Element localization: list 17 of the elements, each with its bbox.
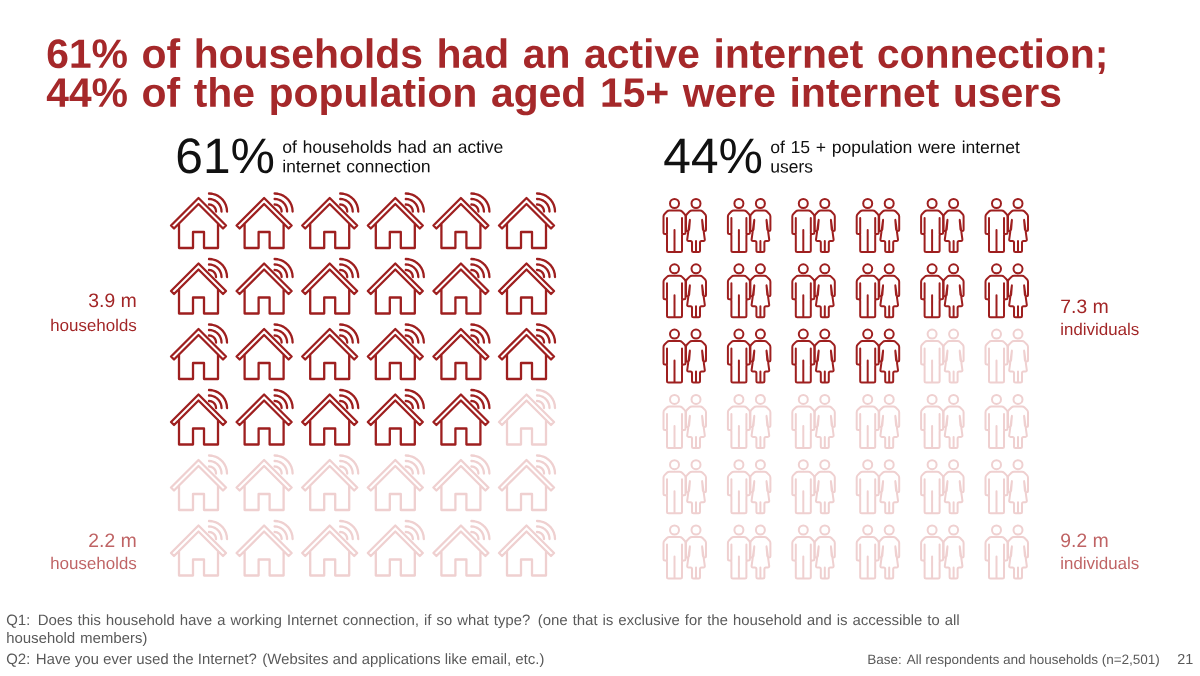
text: 21 — [1177, 653, 1193, 664]
text: of 15 + population were internet users — [771, 140, 1020, 173]
data-label: 9.2 m — [1061, 533, 1108, 548]
data-label: 2.2 m — [89, 533, 136, 547]
text: of households had an active internet connection — [283, 140, 503, 173]
category-label: households — [51, 556, 137, 570]
text: 44% — [664, 138, 762, 174]
text: Base: All respondents and households (n=2,501) — [868, 654, 1159, 667]
data-label: 7.3 m — [1061, 299, 1108, 314]
text: 61% of households had an active internet connection; 44% of the population aged 15+ were internet users — [46, 38, 1105, 116]
category-label: individuals — [1061, 556, 1139, 570]
text: Q2: Have you ever used the Internet? (Websites and applications like email, etc.) — [6, 653, 544, 668]
data-label: 3.9 m — [88, 293, 136, 308]
category-label: individuals — [1061, 322, 1139, 336]
text: Q1: Does this household have a working Internet connection, if so what type? (one that is exclusive for the household and is accessible to all household members) — [6, 614, 959, 647]
text: 61% — [177, 138, 274, 174]
category-label: households — [51, 318, 137, 332]
